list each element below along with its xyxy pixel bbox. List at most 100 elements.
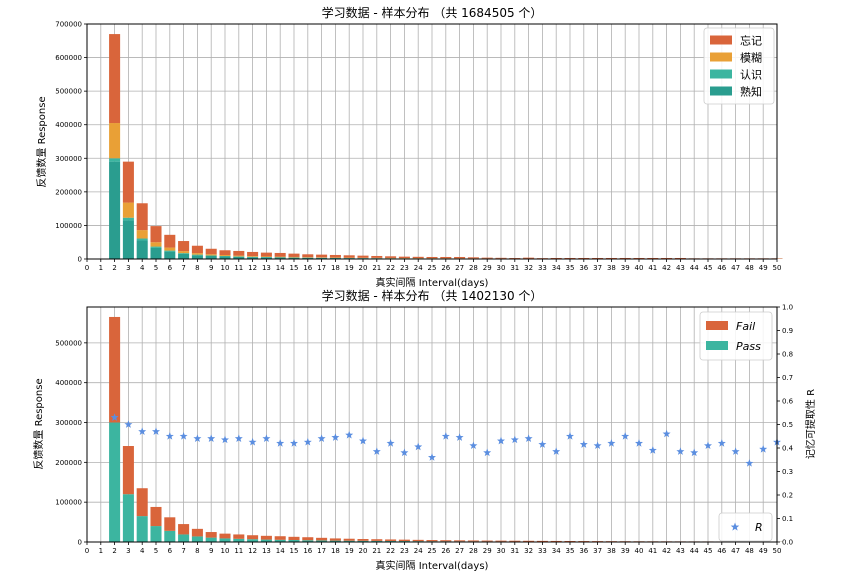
x-tick-label: 1 bbox=[99, 264, 103, 272]
bar-熟知 bbox=[109, 162, 120, 259]
bar-忘记 bbox=[192, 246, 203, 253]
bar-熟知 bbox=[192, 255, 203, 259]
x-tick-label: 22 bbox=[386, 547, 395, 555]
bar-Fail bbox=[482, 541, 493, 542]
bar-Fail bbox=[123, 446, 134, 494]
bar-Fail bbox=[426, 540, 437, 541]
bar-忘记 bbox=[275, 253, 286, 257]
x-tick-label: 38 bbox=[607, 547, 616, 555]
legend-swatch-Pass bbox=[706, 341, 728, 350]
y2-tick-label: 0.7 bbox=[782, 374, 793, 382]
x-tick-label: 7 bbox=[181, 547, 185, 555]
chart-bottom-y2-ticks: 0.00.10.20.30.40.50.60.70.80.91.0 bbox=[777, 304, 794, 547]
x-tick-label: 36 bbox=[579, 547, 588, 555]
bar-Pass bbox=[192, 536, 203, 542]
x-tick-label: 37 bbox=[593, 547, 602, 555]
bar-忘记 bbox=[137, 203, 148, 230]
x-tick-label: 29 bbox=[483, 264, 492, 272]
legend-label: R bbox=[755, 521, 763, 534]
x-tick-label: 7 bbox=[181, 264, 185, 272]
y2-tick-label: 0.5 bbox=[782, 421, 793, 429]
x-tick-label: 48 bbox=[745, 547, 754, 555]
y-tick-label: 600000 bbox=[55, 54, 82, 62]
bar-忘记 bbox=[371, 256, 382, 258]
y2-tick-label: 0.9 bbox=[782, 327, 793, 335]
bar-Fail bbox=[206, 532, 217, 538]
x-tick-label: 6 bbox=[168, 264, 173, 272]
bar-Fail bbox=[219, 534, 230, 539]
y2-tick-label: 0.2 bbox=[782, 492, 793, 500]
bar-忘记 bbox=[261, 253, 272, 257]
bar-模糊 bbox=[247, 256, 258, 257]
x-tick-label: 34 bbox=[552, 547, 561, 555]
bar-模糊 bbox=[261, 256, 272, 257]
bar-Fail bbox=[150, 507, 161, 526]
x-tick-label: 4 bbox=[140, 264, 145, 272]
x-tick-label: 34 bbox=[552, 264, 561, 272]
bar-Pass bbox=[109, 423, 120, 542]
x-tick-label: 40 bbox=[635, 264, 644, 272]
bar-模糊 bbox=[233, 256, 244, 257]
bar-忘记 bbox=[247, 252, 258, 256]
bar-Fail bbox=[164, 517, 175, 531]
x-tick-label: 26 bbox=[441, 547, 450, 555]
bar-模糊 bbox=[178, 251, 189, 253]
x-tick-label: 17 bbox=[317, 547, 326, 555]
bar-忘记 bbox=[344, 255, 355, 257]
bar-忘记 bbox=[330, 255, 341, 258]
legend-swatch-Fail bbox=[706, 321, 728, 330]
x-tick-label: 10 bbox=[221, 264, 230, 272]
bar-Fail bbox=[371, 539, 382, 541]
bar-Fail bbox=[537, 541, 548, 542]
x-tick-label: 9 bbox=[209, 264, 213, 272]
x-tick-label: 39 bbox=[621, 547, 630, 555]
bar-模糊 bbox=[219, 255, 230, 256]
bar-认识 bbox=[150, 247, 161, 248]
bar-忘记 bbox=[468, 257, 479, 258]
x-tick-label: 16 bbox=[303, 547, 312, 555]
bar-认识 bbox=[164, 251, 175, 252]
bar-忘记 bbox=[482, 258, 493, 259]
bar-Pass bbox=[219, 538, 230, 542]
y2-tick-label: 0.8 bbox=[782, 351, 793, 359]
x-tick-label: 3 bbox=[126, 547, 130, 555]
x-tick-label: 43 bbox=[676, 264, 685, 272]
x-tick-label: 22 bbox=[386, 264, 395, 272]
y2-tick-label: 0.3 bbox=[782, 468, 793, 476]
bar-忘记 bbox=[316, 255, 327, 258]
x-tick-label: 6 bbox=[168, 547, 173, 555]
bar-Fail bbox=[523, 541, 534, 542]
bar-忘记 bbox=[495, 258, 506, 259]
bar-Fail bbox=[357, 539, 368, 541]
legend-label: 模糊 bbox=[740, 51, 762, 65]
bar-忘记 bbox=[233, 251, 244, 256]
y2-tick-label: 0.4 bbox=[782, 445, 794, 453]
bar-Fail bbox=[551, 541, 562, 542]
y-tick-label: 0 bbox=[78, 256, 82, 264]
bar-忘记 bbox=[440, 257, 451, 258]
x-tick-label: 35 bbox=[566, 264, 575, 272]
x-tick-label: 23 bbox=[400, 264, 409, 272]
bar-忘记 bbox=[385, 256, 396, 258]
x-tick-label: 28 bbox=[469, 547, 478, 555]
x-tick-label: 49 bbox=[759, 547, 768, 555]
chart-top-title: 学习数据 - 样本分布 （共 1684505 个） bbox=[322, 5, 543, 20]
x-tick-label: 33 bbox=[538, 547, 547, 555]
bar-忘记 bbox=[454, 257, 465, 258]
chart-bottom-title: 学习数据 - 样本分布 （共 1402130 个） bbox=[322, 288, 543, 303]
y-tick-label: 200000 bbox=[55, 459, 82, 467]
bar-忘记 bbox=[302, 254, 313, 257]
x-tick-label: 30 bbox=[497, 547, 506, 555]
bar-忘记 bbox=[357, 256, 368, 258]
bar-Fail bbox=[192, 529, 203, 537]
x-tick-label: 3 bbox=[126, 264, 130, 272]
x-tick-label: 32 bbox=[524, 547, 533, 555]
x-tick-label: 8 bbox=[195, 547, 199, 555]
x-tick-label: 38 bbox=[607, 264, 616, 272]
bar-Fail bbox=[344, 539, 355, 541]
x-tick-label: 29 bbox=[483, 547, 492, 555]
bar-Fail bbox=[468, 540, 479, 541]
bar-熟知 bbox=[164, 252, 175, 259]
